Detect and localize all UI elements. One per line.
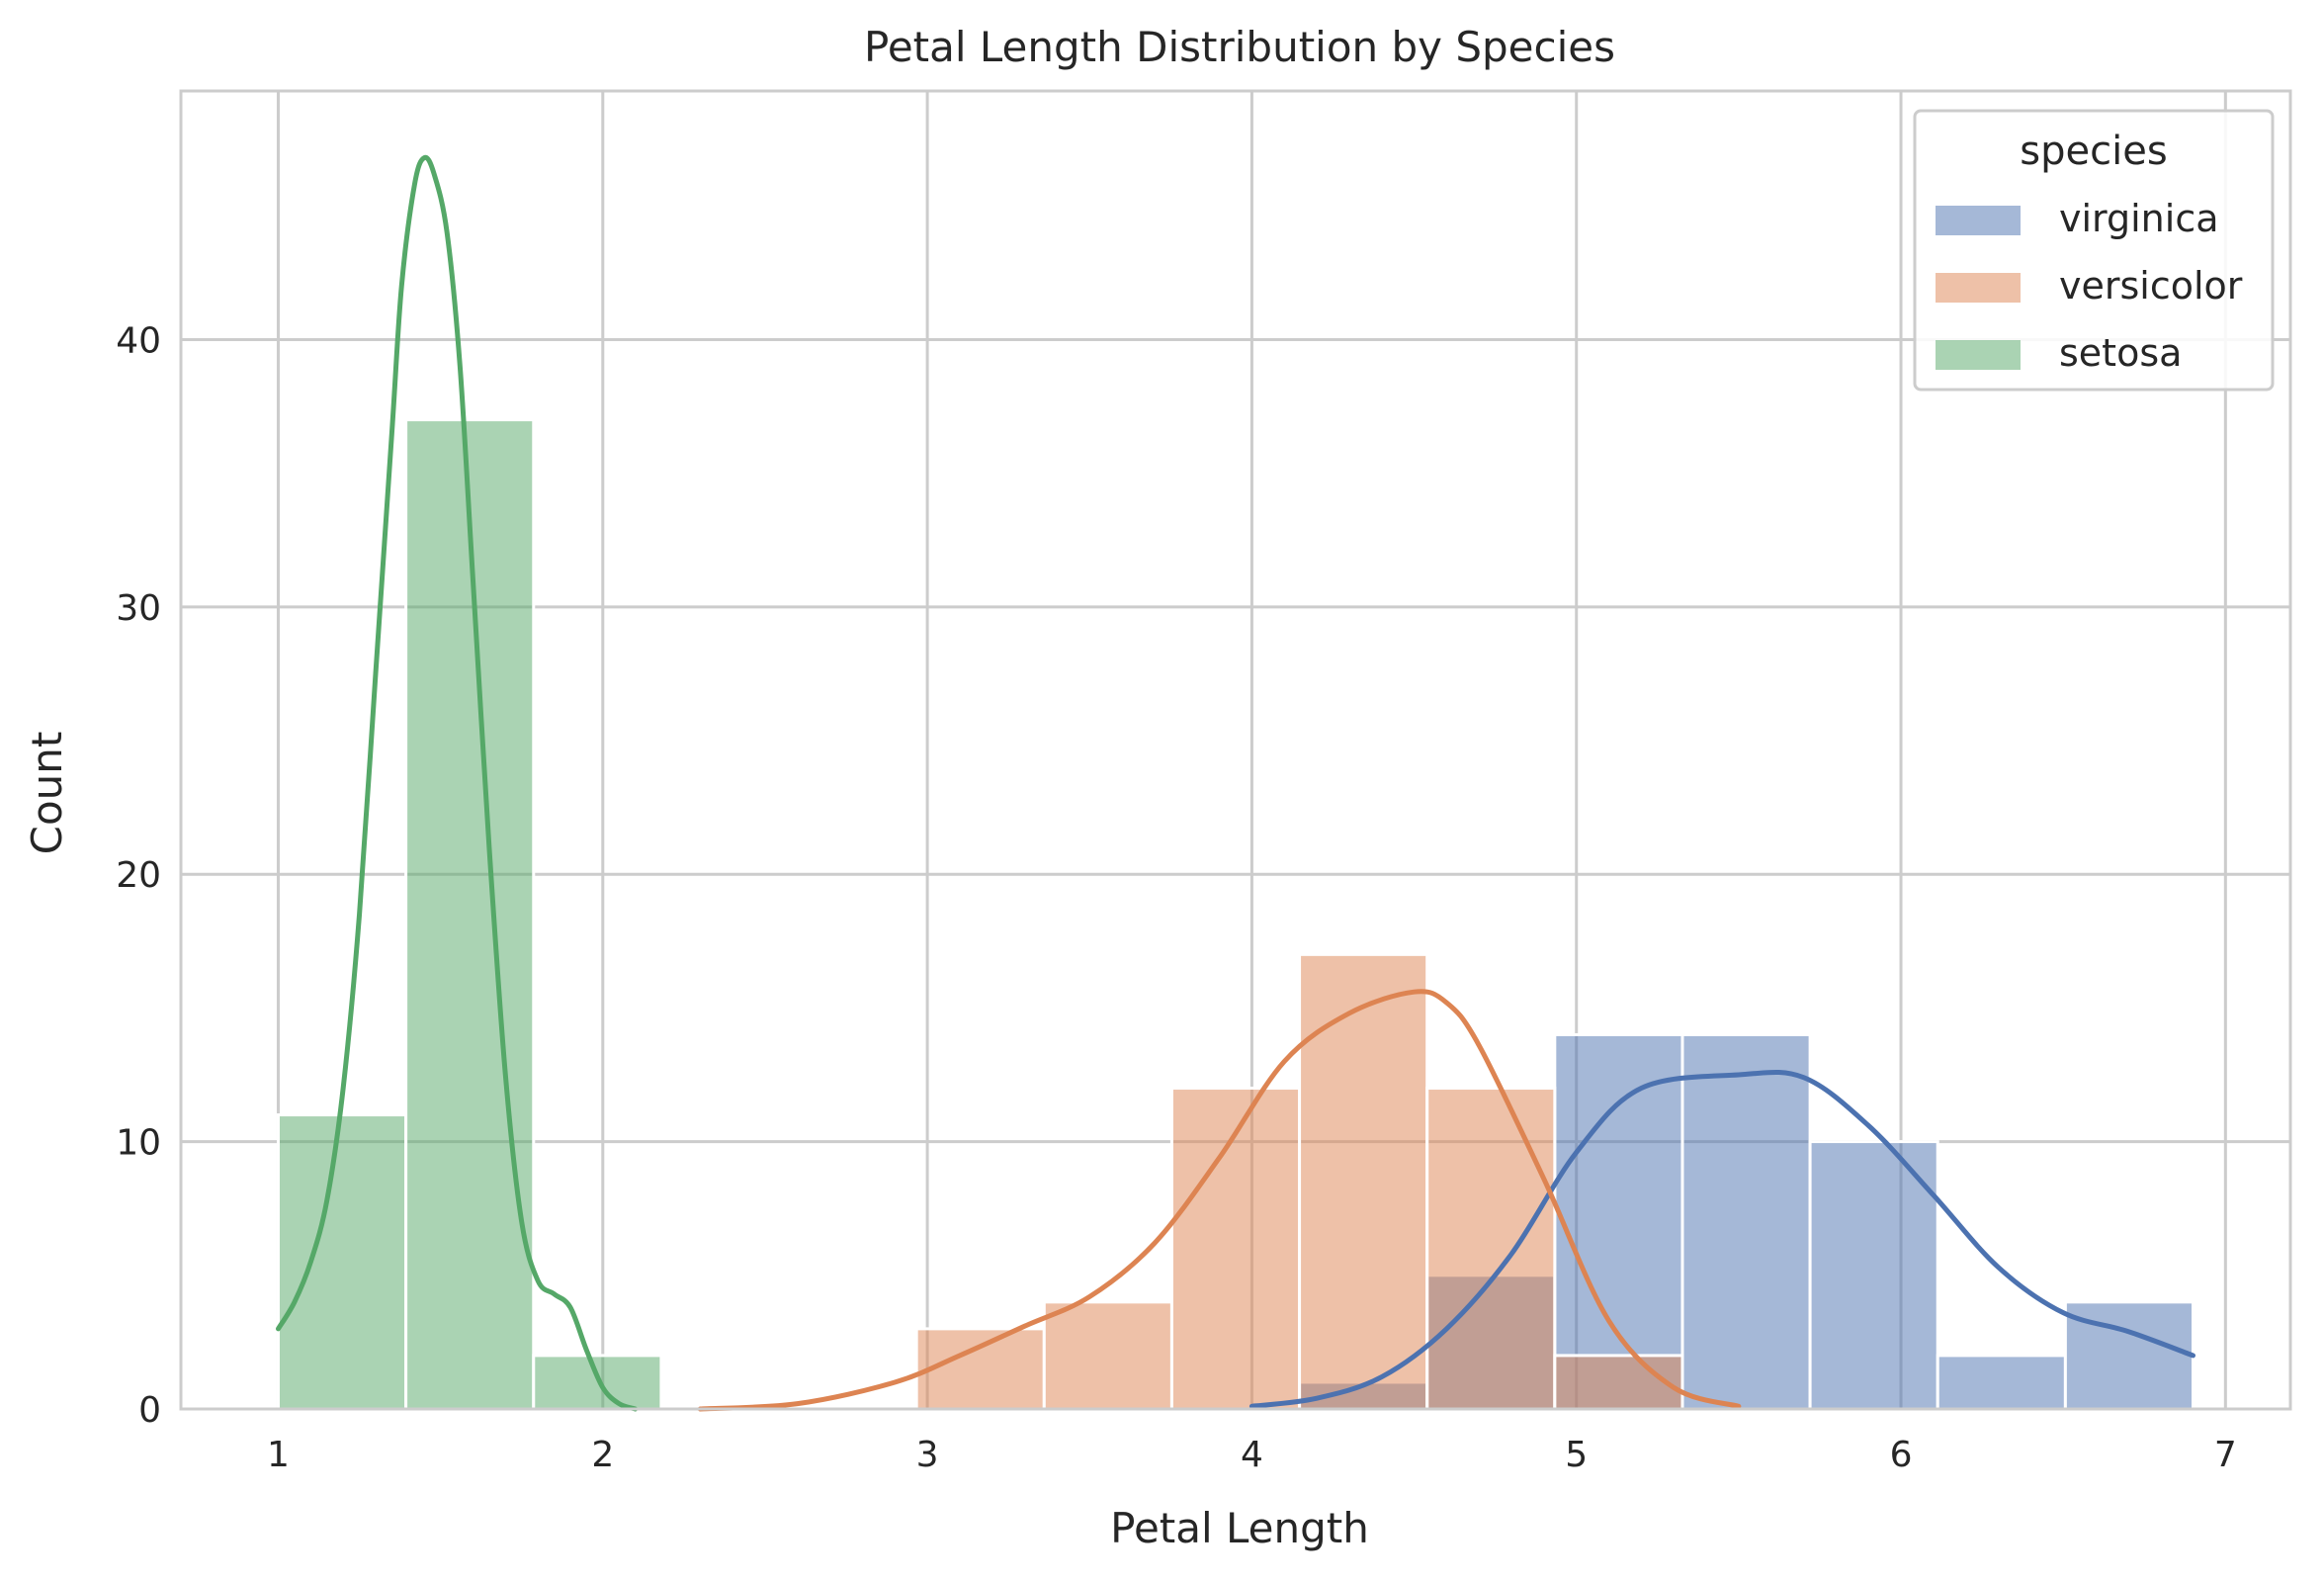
bar-setosa <box>276 1113 408 1411</box>
legend-title: species <box>2020 129 2167 174</box>
legend-swatch-versicolor <box>1936 273 2021 303</box>
x-tick-label: 5 <box>1565 1435 1588 1475</box>
kde-curves <box>275 154 2196 1412</box>
y-tick-label: 20 <box>116 855 161 896</box>
y-tick-label: 30 <box>116 588 161 629</box>
y-tick-label: 0 <box>138 1390 161 1431</box>
legend: species virginica versicolor setosa <box>1913 109 2275 392</box>
x-tick-label: 1 <box>267 1435 290 1475</box>
kde-line-virginica <box>1248 1069 2196 1409</box>
x-tick-label: 6 <box>1890 1435 1913 1475</box>
legend-swatch-virginica <box>1936 206 2021 235</box>
bar-versicolor <box>1298 952 1429 1411</box>
bar-versicolor <box>1425 1087 1557 1411</box>
legend-label-virginica: virginica <box>2059 197 2219 240</box>
kde-line-versicolor <box>697 989 1742 1412</box>
bar-setosa <box>404 418 536 1411</box>
x-axis-label: Petal Length <box>1110 1504 1369 1552</box>
bar-versicolor <box>1553 1354 1684 1411</box>
x-tick-label: 7 <box>2214 1435 2237 1475</box>
bar-virginica <box>1553 1032 1684 1411</box>
y-axis-label: Count <box>23 732 71 855</box>
bar-versicolor <box>1042 1300 1173 1411</box>
bar-virginica <box>1936 1354 2067 1411</box>
legend-label-versicolor: versicolor <box>2059 264 2243 308</box>
x-tick-label: 2 <box>591 1435 614 1475</box>
y-tick-label: 10 <box>116 1123 161 1164</box>
legend-box <box>1913 109 2275 392</box>
bar-virginica <box>1808 1140 1939 1411</box>
y-tick-label: 40 <box>116 320 161 361</box>
bar-virginica <box>1680 1032 1812 1411</box>
legend-swatch-setosa <box>1936 340 2021 370</box>
plot-frame <box>179 89 2292 1411</box>
chart-title: Petal Length Distribution by Species <box>864 23 1615 71</box>
histogram-bars <box>276 418 2195 1411</box>
legend-label-setosa: setosa <box>2059 331 2182 375</box>
x-tick-label: 3 <box>916 1435 939 1475</box>
kde-line-setosa <box>275 154 639 1412</box>
x-tick-label: 4 <box>1241 1435 1263 1475</box>
tick-labels: 1 2 3 4 5 6 7 0 10 20 30 40 <box>116 320 2237 1475</box>
